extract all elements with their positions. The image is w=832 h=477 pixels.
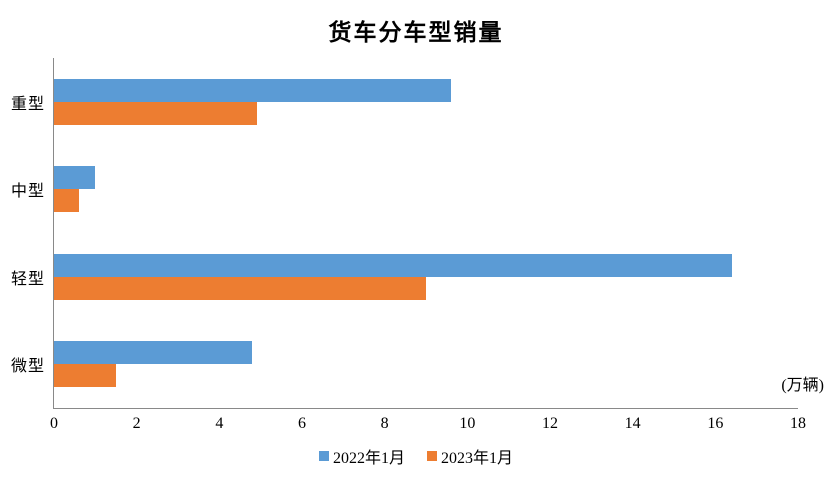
chart-title: 货车分车型销量 bbox=[328, 20, 504, 45]
x-tick-label-0: 0 bbox=[50, 415, 58, 432]
legend-item-1: 2023年1月 bbox=[427, 444, 513, 468]
x-tick-label-14: 14 bbox=[624, 415, 641, 432]
category-row-2: 轻型 bbox=[11, 233, 798, 321]
x-tick-label-8: 8 bbox=[380, 415, 389, 432]
x-tick-label-16: 16 bbox=[707, 415, 724, 432]
legend-swatch-icon bbox=[427, 451, 437, 461]
plot-area: 重型中型轻型微型 0 2 4 6 8 10 12 14 16 18 bbox=[11, 58, 806, 432]
bar-series1-cat3 bbox=[54, 364, 116, 388]
x-tick-label-2: 2 bbox=[132, 415, 141, 432]
legend-label: 2023年1月 bbox=[441, 450, 514, 467]
category-label-2: 轻型 bbox=[10, 270, 45, 288]
legend: 2022年1月 2023年1月 bbox=[0, 444, 832, 468]
bar-series1-cat1 bbox=[54, 189, 79, 213]
category-row-0: 重型 bbox=[11, 58, 798, 146]
category-row-1: 中型 bbox=[11, 146, 798, 234]
bar-series0-cat2 bbox=[54, 253, 732, 277]
bar-series0-cat0 bbox=[54, 78, 451, 102]
legend-label: 2022年1月 bbox=[332, 450, 405, 467]
legend-swatch-icon bbox=[318, 451, 329, 461]
x-tick-label-18: 18 bbox=[790, 415, 806, 432]
x-tick-label-10: 10 bbox=[459, 415, 476, 432]
category-row-3: 微型 bbox=[11, 321, 798, 409]
bar-series0-cat1 bbox=[54, 166, 96, 190]
category-label-3: 微型 bbox=[10, 358, 45, 376]
category-label-1: 中型 bbox=[10, 183, 45, 201]
legend-item-0: 2022年1月 bbox=[318, 444, 405, 468]
x-tick-label-12: 12 bbox=[542, 415, 558, 432]
category-label-0: 重型 bbox=[10, 95, 45, 113]
x-tick-label-4: 4 bbox=[215, 415, 224, 432]
x-axis-unit-label: (万辆) bbox=[781, 377, 824, 394]
bar-series1-cat2 bbox=[54, 276, 426, 300]
bar-series0-cat3 bbox=[54, 341, 253, 365]
bar-series1-cat0 bbox=[54, 101, 257, 125]
x-tick-label-6: 6 bbox=[298, 415, 306, 432]
